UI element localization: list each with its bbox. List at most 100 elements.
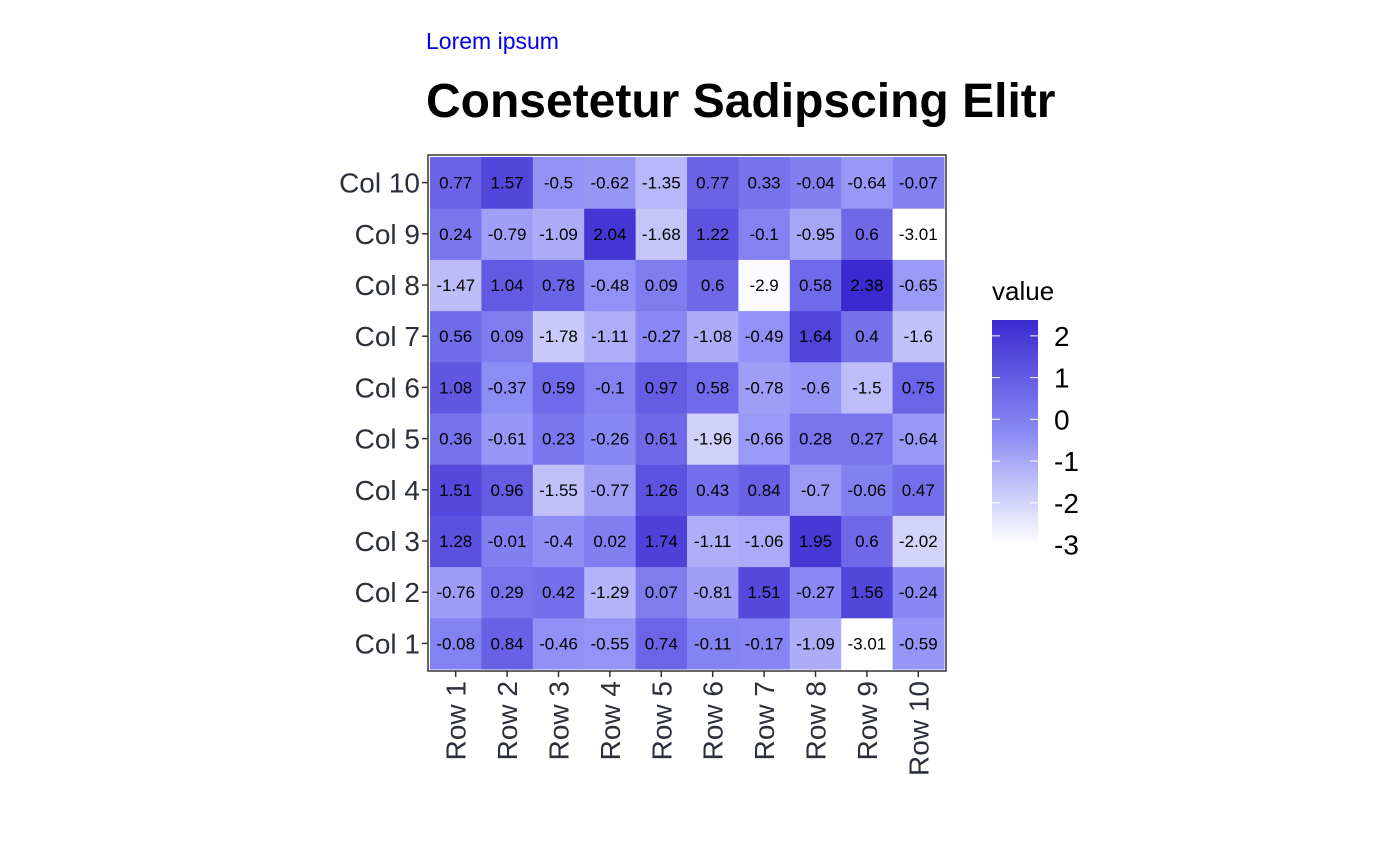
heatmap-cell <box>892 208 945 260</box>
cell-value-label: -1.11 <box>694 532 732 551</box>
heatmap-cell <box>687 617 739 670</box>
chart-title: Consetetur Sadipscing Elitr <box>426 75 1056 128</box>
heatmap-cell <box>738 208 791 260</box>
cell-value-label: -0.59 <box>899 634 938 653</box>
heatmap-cell <box>892 515 945 568</box>
heatmap-cell <box>635 464 688 516</box>
heatmap-cell <box>892 157 945 209</box>
cell-value-label: -0.37 <box>488 378 527 397</box>
heatmap-cell <box>481 361 534 414</box>
cell-value-label: -3.01 <box>848 634 887 653</box>
cell-value-label: -0.64 <box>848 174 887 193</box>
cell-value-label: 0.6 <box>701 276 725 295</box>
heatmap-cell <box>841 361 894 414</box>
heatmap-cell-labels: -0.08 0.84 -0.46 -0.55 0.74 -0.11 -0.17 -1.09 -3… <box>436 174 937 654</box>
cell-value-label: -1.78 <box>539 327 578 346</box>
cell-value-label: -0.64 <box>899 430 938 449</box>
cell-value-label: 0.97 <box>645 378 678 397</box>
legend-tick-label: 1 <box>1054 363 1070 394</box>
cell-value-label: 0.09 <box>645 276 678 295</box>
heatmap-cell <box>584 464 637 516</box>
cell-value-label: 0.02 <box>593 532 626 551</box>
heatmap-cell <box>687 515 739 568</box>
heatmap-cell <box>584 515 637 568</box>
cell-value-label: -0.6 <box>801 378 830 397</box>
cell-value-label: -0.95 <box>796 225 835 244</box>
x-tick-label: Row 3 <box>544 681 575 760</box>
x-tick-label: Row 5 <box>646 681 677 760</box>
cell-value-label: -0.24 <box>899 583 938 602</box>
cell-value-label: -0.61 <box>488 430 527 449</box>
cell-value-label: -1.47 <box>436 276 475 295</box>
y-tick-label: Col 5 <box>355 424 420 455</box>
cell-value-label: 1.28 <box>439 532 472 551</box>
cell-value-label: -0.04 <box>796 174 835 193</box>
heatmap-cell <box>481 310 534 363</box>
heatmap-cell <box>789 310 842 363</box>
y-tick-label: Col 3 <box>355 526 420 557</box>
heatmap-cell <box>738 413 791 465</box>
cell-value-label: 0.27 <box>850 430 883 449</box>
heatmap-cell <box>738 157 791 209</box>
heatmap-cell <box>687 464 739 516</box>
heatmap-cell <box>841 259 894 312</box>
legend-title: value <box>992 276 1054 306</box>
cell-value-label: -0.78 <box>745 378 784 397</box>
cell-value-label: -0.48 <box>591 276 630 295</box>
heatmap-cell <box>789 413 842 465</box>
heatmap-cell <box>430 464 482 516</box>
heatmap-cell <box>635 259 688 312</box>
cell-value-label: -3.01 <box>899 225 938 244</box>
heatmap-cell <box>738 259 791 312</box>
cell-value-label: 1.51 <box>748 583 781 602</box>
cell-value-label: -0.06 <box>848 481 887 500</box>
heatmap-cell <box>841 208 894 260</box>
cell-value-label: 2.04 <box>593 225 626 244</box>
heatmap-cell <box>789 361 842 414</box>
x-tick-label: Row 9 <box>852 681 883 760</box>
heatmap-cell <box>532 413 585 465</box>
cell-value-label: -1.09 <box>539 225 578 244</box>
cell-value-label: -0.26 <box>591 430 630 449</box>
heatmap-cell <box>532 617 585 670</box>
cell-value-label: 0.75 <box>902 378 935 397</box>
heatmap-cell <box>738 310 791 363</box>
cell-value-label: -1.68 <box>642 225 681 244</box>
cell-value-label: 0.47 <box>902 481 935 500</box>
y-axis: Col 1 Col 2 Col 3 Col 4 Col 5 Col 6 Col 7 Col 8… <box>339 168 428 659</box>
heatmap-cell <box>532 515 585 568</box>
x-tick-label: Row 1 <box>441 681 472 760</box>
cell-value-label: 0.33 <box>748 174 781 193</box>
cell-value-label: 0.6 <box>855 532 879 551</box>
x-axis: Row 1 Row 2 Row 3 Row 4 Row 5 Row 6 Row 7 Row 8… <box>441 671 934 776</box>
cell-value-label: 1.26 <box>645 481 678 500</box>
heatmap-cell <box>687 259 739 312</box>
x-tick-label: Row 6 <box>698 681 729 760</box>
cell-value-label: -0.65 <box>899 276 938 295</box>
heatmap-cell <box>892 464 945 516</box>
heatmap-cell <box>635 157 688 209</box>
cell-value-label: -1.08 <box>693 327 732 346</box>
heatmap-cell <box>687 413 739 465</box>
cell-value-label: -1.6 <box>904 327 933 346</box>
legend-tick-label: 2 <box>1054 321 1070 352</box>
cell-value-label: -1.06 <box>745 532 784 551</box>
cell-value-label: -2.02 <box>899 532 938 551</box>
heatmap-cell <box>635 361 688 414</box>
cell-value-label: -0.77 <box>591 481 630 500</box>
heatmap-cell <box>635 515 688 568</box>
cell-value-label: -0.79 <box>488 225 527 244</box>
heatmap-cell <box>532 361 585 414</box>
cell-value-label: -1.11 <box>591 327 629 346</box>
heatmap-cell <box>532 464 585 516</box>
heatmap-cell <box>430 413 482 465</box>
heatmap-cell <box>532 157 585 209</box>
heatmap-cell <box>635 310 688 363</box>
cell-value-label: -0.17 <box>745 634 784 653</box>
cell-value-label: -0.07 <box>899 174 938 193</box>
heatmap-cell <box>584 413 637 465</box>
heatmap-cell <box>738 464 791 516</box>
heatmap-cell <box>430 617 482 670</box>
legend-colorbar <box>992 320 1038 545</box>
chart-subtitle: Lorem ipsum <box>426 28 559 54</box>
